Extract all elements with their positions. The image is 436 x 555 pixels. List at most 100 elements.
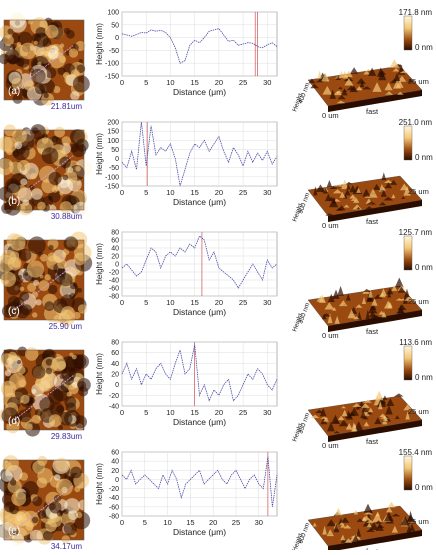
x-tick-label: 15 <box>190 78 198 87</box>
afm-texture-blob <box>61 252 67 258</box>
afm-texture-blob <box>38 280 50 292</box>
y-tick-label: 60 <box>111 450 119 457</box>
plot-area <box>121 11 278 77</box>
afm-texture-blob <box>26 260 45 278</box>
afm-texture-blob <box>43 530 53 541</box>
y-tick-label: 0 <box>115 156 119 163</box>
afm-texture-blob <box>63 72 70 79</box>
surface-3d-side <box>328 200 422 222</box>
afm-texture-blob <box>3 458 8 463</box>
y-tick-label: -50 <box>109 48 119 55</box>
y-axis-label: Height (nm) <box>95 463 104 505</box>
afm-texture-blob <box>59 191 64 196</box>
surface-peak <box>381 172 387 181</box>
axis3d-end-label: 25 um <box>408 517 429 526</box>
y-tick-label: 60 <box>111 350 119 357</box>
colorbar-max-label: 155.4 nm <box>399 448 433 457</box>
afm-texture-blob <box>23 80 35 91</box>
y-axis-label: Height (nm) <box>95 133 104 175</box>
afm-texture-blob <box>20 304 33 316</box>
height-profile-line <box>121 344 278 402</box>
y-tick-label: 100 <box>107 10 119 17</box>
afm-image-frame <box>3 459 85 541</box>
surface-peak <box>357 311 362 320</box>
y-tick-label: -100 <box>105 61 119 68</box>
afm-texture-blob <box>54 126 65 138</box>
surface-peak <box>347 309 356 319</box>
surface-peak <box>395 298 403 301</box>
afm-texture-blob <box>19 286 25 292</box>
surface-peak <box>338 70 344 78</box>
axis3d-end-label: 25 um <box>408 187 429 196</box>
surface-peak <box>366 201 377 205</box>
x-tick-label: 5 <box>143 518 147 527</box>
afm-texture-blob <box>36 477 48 489</box>
surface-peak <box>363 511 374 515</box>
y-axis-label: Height (nm) <box>95 353 104 395</box>
surface-peak <box>399 70 409 74</box>
surface-peak <box>397 304 405 314</box>
surface-peak <box>362 188 371 197</box>
afm-texture-blob <box>8 161 13 166</box>
surface-peak <box>397 286 406 293</box>
afm-texture-blob <box>61 535 70 544</box>
y-tick-label: -150 <box>105 184 119 191</box>
surface-peak <box>400 515 410 526</box>
afm-texture-blob <box>4 199 21 216</box>
surface-peak <box>374 417 382 425</box>
surface-peak <box>326 179 333 187</box>
afm-texture-blob <box>31 188 43 200</box>
afm-texture-blob <box>25 347 39 361</box>
surface-peak <box>380 189 387 197</box>
y-tick-label: -40 <box>109 404 119 411</box>
afm-texture-blob <box>0 136 17 153</box>
afm-texture-blob <box>34 84 46 95</box>
afm-texture-blob <box>45 520 57 532</box>
surface-peak <box>352 425 358 432</box>
surface-peak <box>363 70 370 75</box>
x-tick-label: 25 <box>239 188 247 197</box>
panel-d-group: (d) 29.83um 0 5 10 15 20 25 30 80 60 40 20 0 -20 -40 Dis… <box>0 338 433 450</box>
surface-peak <box>375 520 382 524</box>
surface-peak <box>378 401 383 410</box>
afm-texture-blob <box>25 406 32 413</box>
surface-peak <box>334 315 340 324</box>
surface-peak <box>338 419 349 427</box>
y-tick-label: 40 <box>111 361 119 368</box>
surface-peak <box>346 184 351 190</box>
panel-label: (c) <box>8 306 20 317</box>
afm-texture-blob <box>75 166 81 172</box>
afm-texture-blob <box>44 274 51 281</box>
surface-peak <box>337 94 346 100</box>
y-tick-label: -60 <box>109 504 119 511</box>
surface-peak <box>385 404 393 415</box>
surface-peak <box>322 525 327 535</box>
y-tick-label: 150 <box>107 129 119 136</box>
afm-texture-blob <box>33 40 38 45</box>
surface-peak <box>352 204 362 210</box>
surface-peak <box>383 416 388 421</box>
colorbar-max-label: 251.0 nm <box>399 118 433 127</box>
surface-peak <box>356 528 362 537</box>
afm-texture-blob <box>57 424 64 431</box>
afm-texture-blob <box>2 455 19 472</box>
scale-bar-label: 29.83um <box>51 432 82 441</box>
surface-peak <box>405 411 410 420</box>
x-tick-label: 20 <box>215 408 223 417</box>
surface-peak <box>365 309 370 320</box>
afm-texture-blob <box>45 62 52 69</box>
scale-bar-label: 25.90 um <box>49 322 83 331</box>
scan-line <box>13 374 75 421</box>
colorbar-max-label: 125.7 nm <box>399 228 433 237</box>
surface-peak <box>355 405 360 410</box>
y-tick-label: 0 <box>115 477 119 484</box>
surface-peak <box>402 293 408 304</box>
afm-texture-blob <box>63 236 79 251</box>
y-tick-label: -20 <box>109 486 119 493</box>
surface-peak <box>391 285 398 291</box>
y-tick-label: 20 <box>111 372 119 379</box>
afm-texture-blob <box>63 508 69 515</box>
surface-peak <box>350 198 357 201</box>
panel-label: (b) <box>8 196 20 207</box>
surface-peak <box>318 294 326 303</box>
